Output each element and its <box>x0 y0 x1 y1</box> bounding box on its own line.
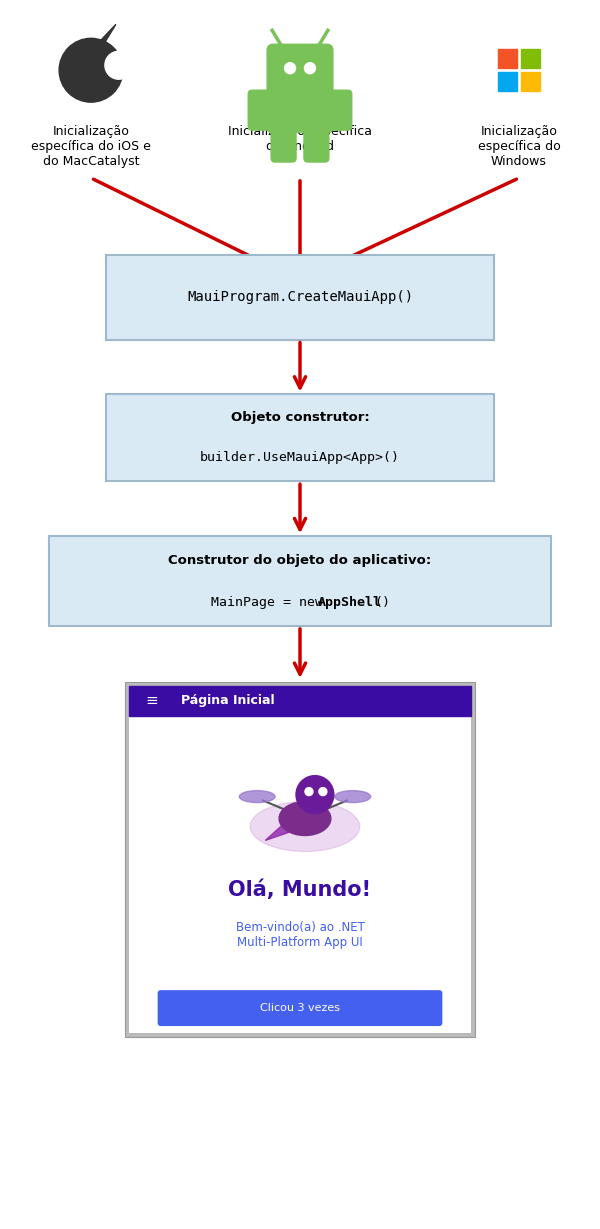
Text: Objeto construtor:: Objeto construtor: <box>230 412 370 424</box>
Bar <box>521 73 540 91</box>
Circle shape <box>59 38 123 102</box>
Bar <box>498 73 517 91</box>
FancyBboxPatch shape <box>304 122 329 162</box>
Text: Construtor do objeto do aplicativo:: Construtor do objeto do aplicativo: <box>169 554 431 567</box>
Text: builder.UseMauiApp<App>(): builder.UseMauiApp<App>() <box>200 451 400 465</box>
Text: ≡: ≡ <box>146 693 158 708</box>
Circle shape <box>305 788 313 795</box>
Ellipse shape <box>239 790 275 803</box>
FancyBboxPatch shape <box>248 90 273 130</box>
Text: MauiProgram.CreateMauiApp(): MauiProgram.CreateMauiApp() <box>187 290 413 305</box>
Ellipse shape <box>250 801 360 852</box>
Text: Inicialização
específica do
Windows: Inicialização específica do Windows <box>478 125 560 168</box>
Circle shape <box>296 775 334 814</box>
Text: Clicou 3 vezes: Clicou 3 vezes <box>260 1003 340 1013</box>
Text: Inicialização específica
do Android: Inicialização específica do Android <box>228 125 372 154</box>
FancyBboxPatch shape <box>49 536 551 626</box>
Text: MainPage = new: MainPage = new <box>211 596 331 610</box>
Bar <box>498 49 517 68</box>
Circle shape <box>304 63 316 74</box>
Text: Página Inicial: Página Inicial <box>181 694 274 708</box>
FancyBboxPatch shape <box>106 254 494 339</box>
FancyBboxPatch shape <box>129 686 471 1034</box>
FancyBboxPatch shape <box>267 44 333 96</box>
Text: AppShell: AppShell <box>318 596 382 610</box>
Circle shape <box>284 63 296 74</box>
Bar <box>521 49 540 68</box>
Text: Bem-vindo(a) ao .NET
Multi-Platform App UI: Bem-vindo(a) ao .NET Multi-Platform App … <box>236 922 364 949</box>
Circle shape <box>105 52 133 79</box>
FancyBboxPatch shape <box>267 88 333 132</box>
FancyBboxPatch shape <box>327 90 352 130</box>
Ellipse shape <box>279 801 331 836</box>
FancyBboxPatch shape <box>271 122 296 162</box>
FancyBboxPatch shape <box>106 395 494 482</box>
Text: Inicialização
específica do iOS e
do MacCatalyst: Inicialização específica do iOS e do Mac… <box>31 125 151 168</box>
Text: (): () <box>375 596 391 610</box>
Circle shape <box>319 788 327 795</box>
FancyBboxPatch shape <box>158 991 442 1026</box>
Bar <box>129 686 471 715</box>
Polygon shape <box>99 25 116 42</box>
Ellipse shape <box>335 790 371 803</box>
Polygon shape <box>265 814 300 841</box>
FancyBboxPatch shape <box>125 682 475 1037</box>
Text: Olá, Mundo!: Olá, Mundo! <box>229 879 371 900</box>
